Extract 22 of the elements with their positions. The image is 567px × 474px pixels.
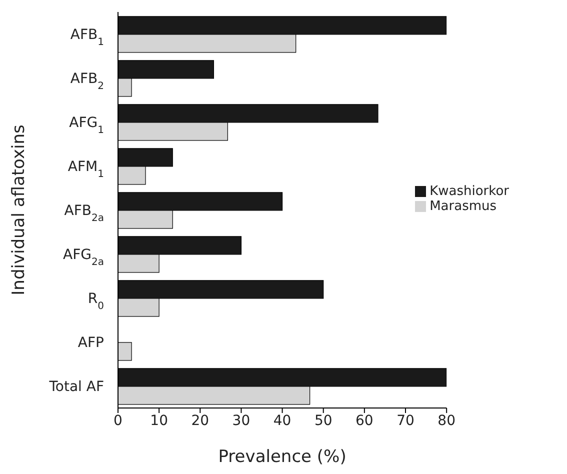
x-tick-label: 60: [356, 412, 374, 429]
y-tick-label: AFM$_{1}$: [68, 159, 104, 180]
y-tick-label: AFP: [78, 335, 104, 351]
y-tick-label: R$_{0}$: [88, 291, 104, 312]
x-tick-label: 0: [114, 412, 122, 429]
legend-label: Marasmus: [430, 199, 497, 214]
legend-label: Kwashiorkor: [430, 184, 509, 199]
y-tick-label: AFG$_{2a}$: [63, 247, 104, 268]
x-tick-label: 10: [150, 412, 168, 429]
y-tick-label: AFB$_{2}$: [70, 71, 104, 92]
x-tick-label: 30: [232, 412, 250, 429]
x-tick-label: 40: [273, 412, 292, 429]
y-axis-title: Individual aflatoxins: [9, 124, 30, 296]
x-tick-label: 50: [314, 412, 332, 429]
x-tick-label: 80: [438, 412, 456, 429]
y-tick-label: AFB$_{1}$: [70, 27, 104, 48]
x-tick-label: 20: [191, 412, 210, 429]
y-tick-label: AFB$_{2a}$: [64, 203, 104, 224]
x-axis-title: Prevalence (%): [218, 447, 346, 467]
x-tick-label: 70: [396, 412, 414, 429]
y-tick-label: AFG$_{1}$: [69, 115, 104, 136]
y-tick-label: Total AF: [48, 379, 104, 395]
